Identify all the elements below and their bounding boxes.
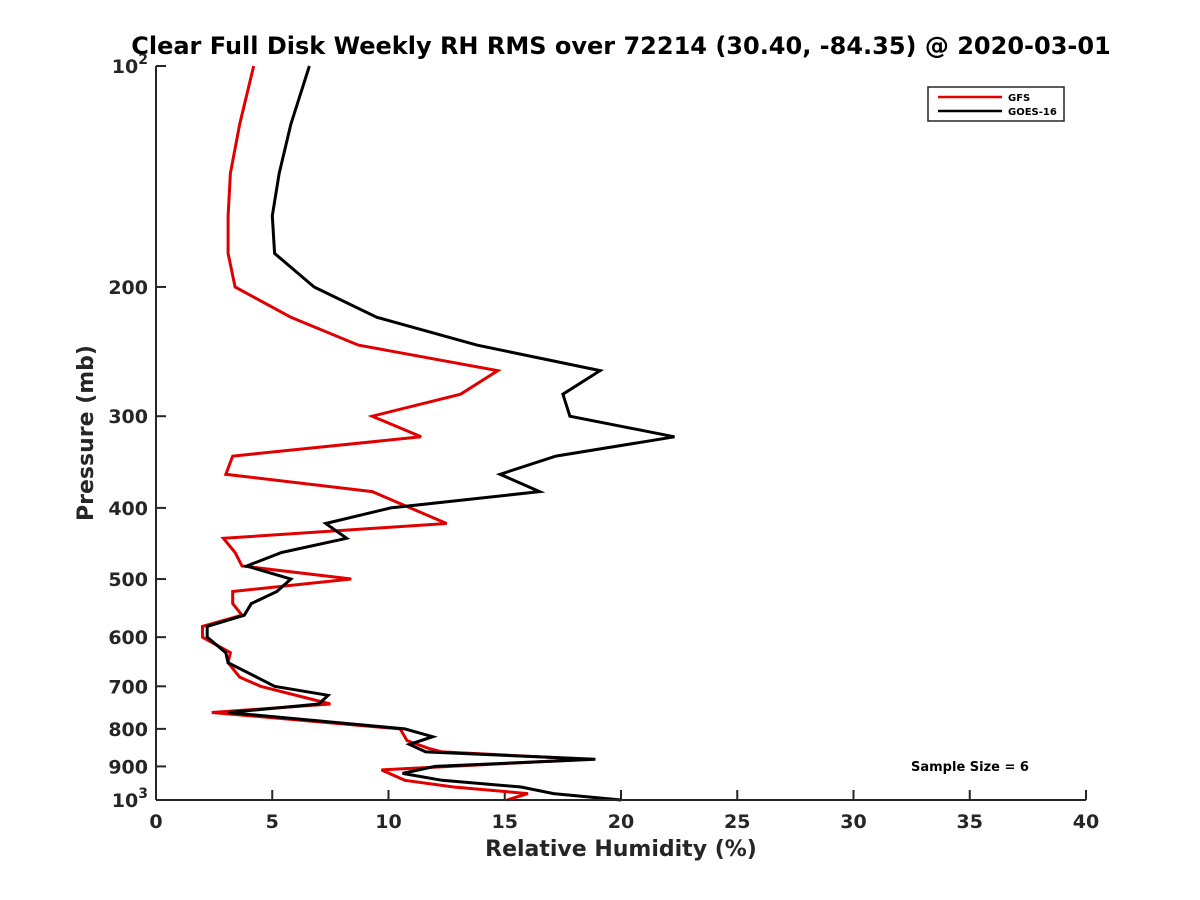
x-tick-label: 15 <box>492 811 518 833</box>
y-tick-label: 900 <box>108 756 148 778</box>
x-tick-labels: 0 5 10 15 20 25 30 35 40 <box>149 811 1099 833</box>
x-tick-label: 10 <box>375 811 401 833</box>
series-layer <box>201 65 675 802</box>
x-tick-label: 20 <box>608 811 634 833</box>
legend-label-gfs: GFS <box>1008 93 1030 104</box>
y-tick-label: 400 <box>108 498 148 520</box>
axis-ticks <box>155 65 1087 801</box>
y-tick-label: 700 <box>108 676 148 698</box>
y-tick-label: 200 <box>108 277 148 299</box>
sample-size-annotation: Sample Size = 6 <box>911 760 1029 775</box>
y-tick-label: 600 <box>108 627 148 649</box>
legend-box <box>927 86 1065 122</box>
y-tick-labels: 102 200 300 400 500 600 700 800 900 103 <box>108 52 148 812</box>
series-line-gfs <box>201 65 589 802</box>
y-axis-label: Pressure (mb) <box>74 345 99 521</box>
x-axis-label: Relative Humidity (%) <box>485 837 757 862</box>
y-tick-label: 800 <box>108 719 148 741</box>
x-tick-label: 30 <box>840 811 866 833</box>
x-tick-label: 5 <box>266 811 279 833</box>
y-tick-label: 300 <box>108 406 148 428</box>
x-tick-label: 40 <box>1073 811 1099 833</box>
x-tick-label: 35 <box>957 811 983 833</box>
legend: GFS GOES-16 <box>927 86 1065 122</box>
chart-title: Clear Full Disk Weekly RH RMS over 72214… <box>131 32 1111 60</box>
x-tick-label: 0 <box>149 811 162 833</box>
x-tick-label: 25 <box>724 811 750 833</box>
y-tick-label: 103 <box>112 786 148 812</box>
y-tick-label: 500 <box>108 569 148 591</box>
series-line-goes16 <box>205 65 675 802</box>
y-tick-label: 102 <box>112 52 148 78</box>
legend-label-goes16: GOES-16 <box>1008 107 1057 118</box>
